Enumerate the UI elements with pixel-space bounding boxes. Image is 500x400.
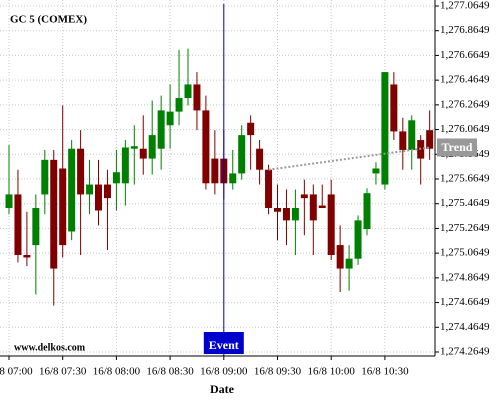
candle-body <box>59 168 67 246</box>
candle-body <box>327 194 335 255</box>
candle-body <box>381 72 389 185</box>
candle-body <box>50 159 58 269</box>
candle-body <box>390 84 398 132</box>
candle-body <box>32 208 40 246</box>
y-tick-label: 1,277.0649 <box>440 0 490 12</box>
x-tick-label: 16/8 10:00 <box>308 366 356 378</box>
candle-body <box>23 254 31 258</box>
candle-body <box>282 208 290 221</box>
candle-body <box>238 135 246 174</box>
candle-body <box>211 158 219 184</box>
candle-body <box>193 84 201 111</box>
event-label: Event <box>209 338 239 352</box>
y-tick-label: 1,276.0649 <box>440 123 490 135</box>
candle-body <box>130 146 138 149</box>
candle-body <box>139 148 147 159</box>
candle-body <box>318 205 326 209</box>
candle-body <box>345 258 353 269</box>
candle-body <box>112 172 120 184</box>
candle-body <box>372 168 380 174</box>
candle-body <box>426 130 434 149</box>
plot-area <box>0 0 435 356</box>
y-tick-label: 1,274.8649 <box>440 271 490 283</box>
candle-body <box>354 220 362 259</box>
y-tick-label: 1,275.2649 <box>440 222 490 234</box>
candle-body <box>291 208 299 221</box>
candle-body <box>184 84 192 99</box>
y-tick-label: 1,276.6649 <box>440 49 490 61</box>
candle-body <box>265 169 273 209</box>
candle-body <box>408 120 416 150</box>
candle-body <box>157 110 165 149</box>
candle-body <box>95 184 102 211</box>
candle-body <box>166 111 174 126</box>
candle-body <box>121 147 129 184</box>
x-tick-label: 16/8 09:30 <box>254 366 302 378</box>
y-tick-label: 1,276.2649 <box>440 98 490 110</box>
y-tick-label: 1,276.4649 <box>440 74 490 86</box>
candle-body <box>86 184 94 195</box>
trend-line <box>268 146 430 171</box>
candle-body <box>399 131 407 150</box>
x-tick-label: 16/8 08:30 <box>146 366 194 378</box>
y-tick-label: 1,276.8649 <box>440 24 490 36</box>
y-tick-label: 1,275.0649 <box>440 247 490 259</box>
candle-body <box>148 135 156 159</box>
x-tick-label: 16/8 08:00 <box>93 366 141 378</box>
candle-body <box>14 194 22 255</box>
trend-label: Trend <box>442 140 473 154</box>
candle-body <box>336 245 344 269</box>
x-tick-label: 16/8 09:00 <box>200 366 248 378</box>
trend-label-box <box>437 138 477 157</box>
watermark: www.delkos.com <box>14 342 86 353</box>
x-tick-label: 16/8 07:30 <box>39 366 87 378</box>
candle-body <box>41 159 49 195</box>
candle-body <box>103 184 111 199</box>
candle-body <box>77 148 85 195</box>
candle-body <box>300 194 308 199</box>
y-tick-label: 1,274.4649 <box>440 321 490 333</box>
candle-body <box>202 110 210 184</box>
chart-title: GC 5 (COMEX) <box>10 14 87 26</box>
x-axis-label: Date <box>210 382 235 396</box>
y-tick-label: 1,274.6649 <box>440 296 490 308</box>
candle-body <box>68 148 76 232</box>
candle-body <box>363 193 371 230</box>
candle-body <box>309 194 317 221</box>
candle-body <box>247 122 255 136</box>
y-tick-label: 1,275.6649 <box>440 173 490 185</box>
candle-body <box>229 173 237 184</box>
y-tick-label: 1,275.4649 <box>440 197 490 209</box>
candle-body <box>274 208 281 212</box>
x-tick-label: 16/8 10:30 <box>361 366 409 378</box>
candle-body <box>175 98 183 112</box>
candle-body <box>5 194 13 209</box>
y-tick-label: 1,274.2649 <box>440 346 490 358</box>
x-tick-label: 16/8 07:00 <box>0 366 33 378</box>
event-label-box <box>203 332 244 354</box>
candle-body <box>256 148 264 170</box>
